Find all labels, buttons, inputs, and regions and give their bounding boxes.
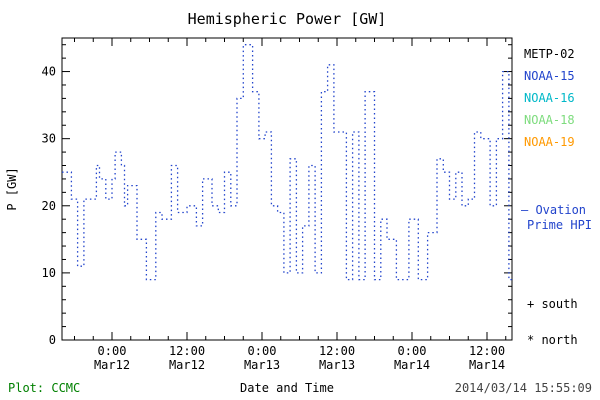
- svg-text:40: 40: [42, 65, 56, 79]
- svg-text:0: 0: [49, 333, 56, 347]
- svg-text:Mar14: Mar14: [469, 358, 505, 372]
- svg-text:10: 10: [42, 266, 56, 280]
- axis-ticks: [62, 38, 512, 341]
- svg-text:0:00: 0:00: [248, 344, 277, 358]
- legend-noaa16: NOAA-16: [524, 91, 575, 105]
- svg-text:12:00: 12:00: [469, 344, 505, 358]
- y-axis-label: P [GW]: [5, 167, 19, 210]
- legend-south-marker: + south: [527, 297, 578, 311]
- legend-metp02: METP-02: [524, 47, 575, 61]
- svg-text:12:00: 12:00: [319, 344, 355, 358]
- svg-text:Mar12: Mar12: [94, 358, 130, 372]
- legend-noaa18: NOAA-18: [524, 113, 575, 127]
- hpi-series-line: [62, 44, 512, 281]
- svg-text:Mar12: Mar12: [169, 358, 205, 372]
- legend-ovation-line1: — Ovation: [521, 203, 586, 217]
- legend-noaa15: NOAA-15: [524, 69, 575, 83]
- svg-text:0:00: 0:00: [398, 344, 427, 358]
- axis-tick-labels: 0102030400:00Mar1212:00Mar120:00Mar1312:…: [42, 65, 506, 372]
- timestamp: 2014/03/14 15:55:09: [455, 381, 592, 395]
- plot-credit: Plot: CCMC: [8, 381, 80, 395]
- x-axis-label: Date and Time: [240, 381, 334, 395]
- svg-text:Mar13: Mar13: [319, 358, 355, 372]
- svg-text:Mar14: Mar14: [394, 358, 430, 372]
- legend-ovation-line2: Prime HPI: [527, 218, 592, 232]
- plot-frame: [61, 37, 513, 341]
- svg-text:12:00: 12:00: [169, 344, 205, 358]
- svg-text:20: 20: [42, 199, 56, 213]
- svg-text:Mar13: Mar13: [244, 358, 280, 372]
- chart-title: Hemispheric Power [GW]: [188, 10, 387, 28]
- legend-north-marker: * north: [527, 333, 578, 347]
- svg-text:30: 30: [42, 132, 56, 146]
- svg-text:0:00: 0:00: [98, 344, 127, 358]
- legend-noaa19: NOAA-19: [524, 135, 575, 149]
